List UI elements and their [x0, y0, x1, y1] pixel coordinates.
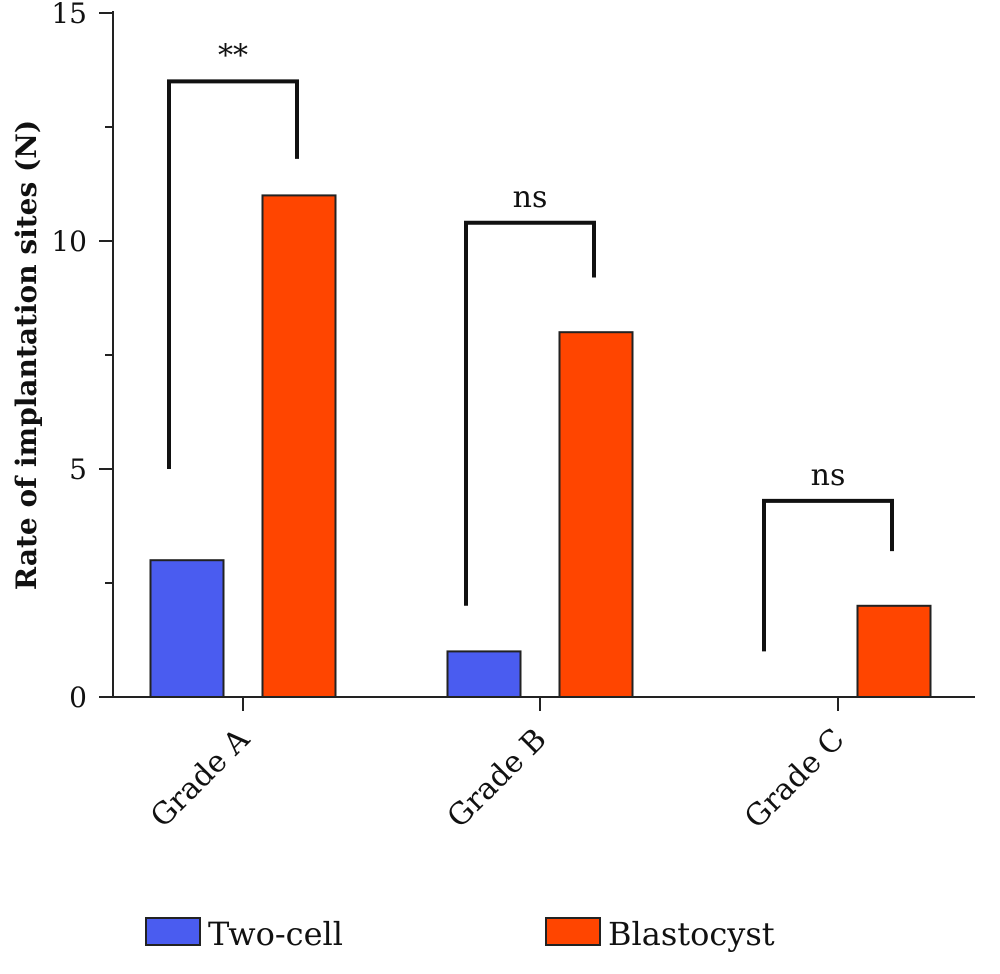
significance-bracket [762, 498, 894, 652]
legend: Two-cell Blastocyst [145, 915, 775, 953]
legend-swatch [545, 917, 601, 946]
legend-label: Blastocyst [608, 915, 775, 953]
x-tick-label: Grade B [441, 722, 554, 835]
significance-label: ns [811, 458, 846, 493]
y-axis-label: Rate of implantation sites (N) [10, 120, 43, 590]
significance-brackets: ** ns ns [167, 38, 894, 652]
bar-blastocyst-grade-b [558, 331, 634, 698]
y-tick-label: 10 [51, 225, 87, 258]
bar-two-cell-grade-a [149, 559, 225, 699]
x-tick-label: Grade C [738, 722, 852, 836]
bar-blastocyst-grade-c [856, 604, 932, 698]
significance-label: ** [218, 38, 248, 73]
bars [149, 194, 932, 699]
bar-blastocyst-grade-a [261, 194, 337, 698]
axes [112, 11, 975, 698]
x-tick-label: Grade A [144, 722, 257, 835]
significance-bracket [167, 79, 299, 469]
y-ticks: 0 5 10 15 [51, 0, 113, 714]
x-ticks: Grade A Grade B Grade C [144, 697, 852, 835]
significance-bracket [464, 220, 596, 606]
y-tick-label: 0 [69, 681, 87, 714]
legend-swatch [145, 917, 201, 946]
legend-label: Two-cell [208, 915, 343, 953]
y-tick-label: 5 [69, 453, 87, 486]
significance-label: ns [513, 180, 548, 215]
y-tick-label: 15 [51, 0, 87, 30]
bar-two-cell-grade-b [446, 650, 522, 699]
